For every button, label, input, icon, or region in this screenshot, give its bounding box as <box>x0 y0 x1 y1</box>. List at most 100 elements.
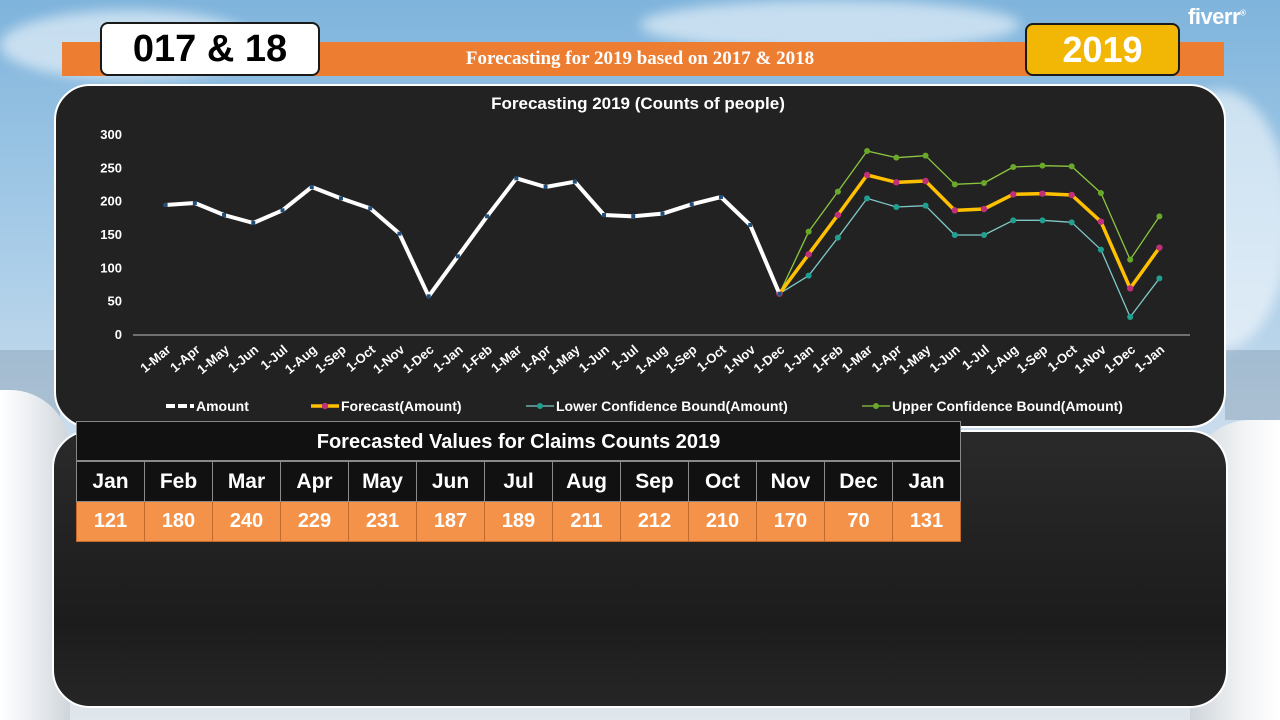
forecast-point <box>834 211 842 219</box>
y-tick-label: 200 <box>100 194 122 209</box>
forecast-point <box>805 251 812 258</box>
forecast-point <box>922 177 929 185</box>
lower-bound-series-line <box>778 197 1161 318</box>
upper-bound-point <box>1010 164 1017 170</box>
lower-bound-point <box>951 232 958 238</box>
upper-bound-point <box>864 148 871 154</box>
table-cell: 210 <box>688 501 757 542</box>
amount-point <box>309 185 314 189</box>
amount-point <box>222 213 227 217</box>
x-tick-label: 1-Dec <box>400 342 437 376</box>
upper-bound-point <box>893 154 900 161</box>
table-cell: 189 <box>484 501 553 542</box>
amount-point <box>368 206 373 211</box>
amount-point <box>718 195 723 199</box>
x-tick-label: 1-Jan <box>1132 342 1168 375</box>
forecast-point <box>863 171 871 179</box>
amount-series-line <box>163 176 782 299</box>
lower-bound-point <box>1039 217 1046 224</box>
lower-bound-point <box>1127 314 1134 320</box>
lower-bound-point <box>834 234 841 241</box>
x-tick-label: 1-Nov <box>370 341 408 376</box>
table-cell: 187 <box>416 501 485 542</box>
amount-point <box>572 179 577 184</box>
amount-point <box>192 201 197 205</box>
upper-bound-point <box>1127 256 1134 263</box>
amount-point <box>251 221 256 225</box>
amount-point <box>543 185 548 189</box>
fiverr-logo-text: fiverr <box>1188 4 1241 29</box>
lower-bound-point <box>805 272 812 279</box>
x-tick-label: 1-Sep <box>1014 342 1051 376</box>
registered-mark: ® <box>1240 8 1246 18</box>
fiverr-logo: fiverr® <box>1188 4 1246 30</box>
amount-point <box>748 223 753 227</box>
x-tick-label: 1-Jan <box>430 342 466 375</box>
x-tick-label: 1-Jan <box>781 342 817 375</box>
upper-bound-point <box>805 228 812 235</box>
lower-bound-point <box>1068 219 1075 226</box>
forecast-point <box>951 207 958 214</box>
y-tick-label: 150 <box>100 227 122 242</box>
x-tick-label: 1-Mar <box>839 342 875 376</box>
upper-bound-point <box>834 188 841 195</box>
table-cell: 212 <box>620 501 689 542</box>
table-header-cell: Jan <box>76 461 145 502</box>
amount-point <box>689 202 694 207</box>
table-cell: 240 <box>212 501 281 542</box>
legend-label: Upper Confidence Bound(Amount) <box>892 398 1123 414</box>
table-header-cell: Aug <box>552 461 621 502</box>
table-header-cell: Feb <box>144 461 213 502</box>
upper-bound-series-line <box>778 150 1161 295</box>
lower-bound-point <box>864 195 871 202</box>
upper-bound-point <box>1097 190 1104 196</box>
y-tick-label: 250 <box>100 160 122 175</box>
table-header-cell: Mar <box>212 461 281 502</box>
table-header-cell: Oct <box>688 461 757 502</box>
amount-point <box>777 291 782 296</box>
x-tick-label: 1-Sep <box>663 342 700 376</box>
y-tick-label: 0 <box>115 327 122 342</box>
x-tick-label: 1-Jun <box>927 342 963 376</box>
amount-point <box>514 176 519 181</box>
amount-point <box>338 196 343 201</box>
amount-point <box>426 294 431 299</box>
lower-bound-point <box>1156 275 1163 282</box>
amount-point <box>455 254 460 259</box>
table-row: 121 180 240 229 231 187 189 211 212 210 170 70 131 <box>76 501 961 542</box>
upper-bound-point <box>1156 213 1163 220</box>
lower-bound-point <box>1097 246 1104 253</box>
amount-point <box>397 231 402 236</box>
upper-bound-point <box>1068 163 1075 170</box>
amount-point <box>660 211 665 216</box>
amount-point <box>485 214 490 219</box>
table-cell: 231 <box>348 501 417 542</box>
forecast-point <box>1097 218 1105 225</box>
banner-title: Forecasting for 2019 based on 2017 & 201… <box>465 48 815 69</box>
table-header-cell: Jul <box>484 461 553 502</box>
upper-bound-point <box>951 181 958 188</box>
legend-swatch-marker <box>537 403 543 409</box>
legend-swatch-marker <box>873 403 879 409</box>
lower-bound-point <box>922 202 929 209</box>
upper-bound-point <box>981 180 988 186</box>
table-cell: 170 <box>756 501 825 542</box>
forecast-point <box>980 205 988 213</box>
forecast-series-line <box>777 173 1162 296</box>
table-header-cell: Apr <box>280 461 349 502</box>
chart-axes: 0501001502002503001-Mar1-Apr1-May1-Jun1-… <box>100 127 1190 377</box>
forecast-point <box>1126 285 1134 292</box>
table-cell: 70 <box>824 501 893 542</box>
lower-bound-point <box>1010 217 1017 224</box>
amount-point <box>280 208 285 213</box>
forecast-point <box>1010 191 1017 198</box>
table-header-row: Jan Feb Mar Apr May Jun Jul Aug Sep Oct Nov Dec Jan <box>76 461 961 502</box>
x-tick-label: 1-Aug <box>282 342 320 377</box>
y-tick-label: 100 <box>100 260 122 275</box>
forecast-point <box>1039 190 1046 197</box>
y-tick-label: 300 <box>100 127 122 142</box>
lower-bound-point <box>981 232 988 238</box>
table-title: Forecasted Values for Claims Counts 2019 <box>76 421 961 461</box>
year-badge: 2019 <box>1025 23 1180 76</box>
table-cell: 131 <box>892 501 961 542</box>
